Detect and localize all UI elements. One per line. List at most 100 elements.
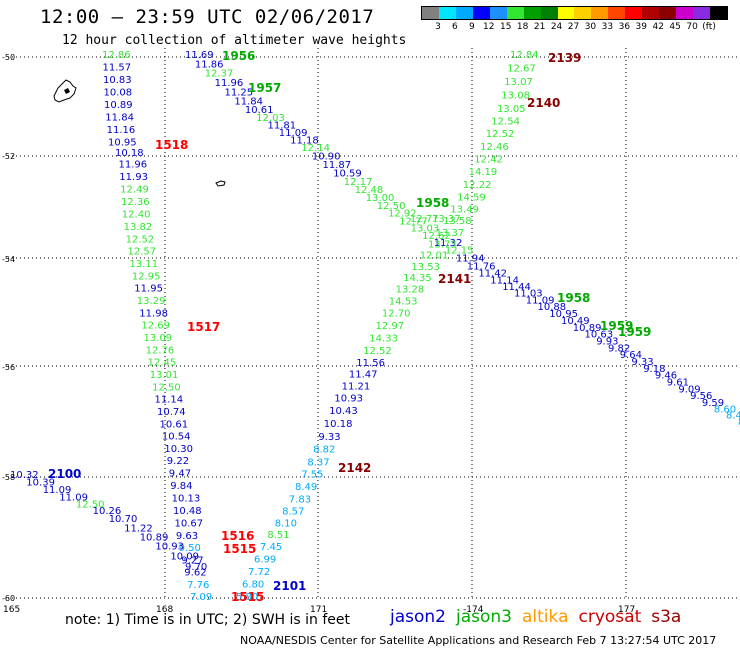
wave-height-value: 9.27	[181, 555, 203, 566]
wave-height-value: 11.56	[356, 358, 385, 369]
time-label: 1957	[248, 81, 281, 95]
wave-height-value: 12.76	[146, 345, 175, 356]
legend-label: 6	[452, 22, 458, 32]
legend-label: 3	[435, 22, 441, 32]
wave-height-value: 10.95	[549, 309, 578, 320]
wave-height-value: 14.53	[389, 297, 418, 308]
wave-height-value: 7.55	[301, 470, 323, 481]
wave-height-value: 14.59	[457, 192, 486, 203]
legend-swatch	[608, 7, 626, 19]
wave-height-value: 10.89	[573, 323, 602, 334]
legend-swatch	[676, 7, 693, 19]
time-label: 1516	[221, 529, 254, 543]
wave-height-value: 10.88	[538, 302, 567, 313]
legend-swatch	[659, 7, 677, 19]
wave-height-value: 11.14	[155, 395, 184, 406]
legend-label: 70	[686, 22, 698, 32]
wave-height-value: 8.82	[313, 445, 335, 456]
wave-height-value: 13.05	[497, 104, 526, 115]
wave-height-value: 8.47	[726, 411, 740, 422]
wave-height-value: 10.39	[26, 478, 55, 489]
wave-height-value: 11.86	[195, 59, 224, 70]
island-left-b	[64, 88, 70, 94]
wave-height-value: 11.94	[456, 254, 485, 265]
wave-height-value: 11.22	[124, 524, 153, 535]
legend-swatches	[421, 6, 728, 20]
legend-label: 39	[635, 22, 647, 32]
track-jason2-west: 12.8611.5710.8310.0810.8911.8411.1610.95…	[102, 50, 212, 603]
wave-height-value: 12.49	[120, 184, 149, 195]
wave-height-value: 12.97	[376, 321, 405, 332]
wave-height-value: 10.61	[245, 105, 274, 116]
track-jason3-ascending: 12.8412.6713.0713.0813.0512.5412.5212.46…	[236, 50, 539, 603]
wave-height-value: 8.51	[267, 530, 289, 541]
wave-height-value: 12.69	[141, 321, 170, 332]
wave-height-value: 9.33	[318, 432, 340, 443]
wave-height-value: 13.53	[411, 262, 440, 273]
time-label: 1958	[416, 196, 449, 210]
legend-swatch	[557, 7, 575, 19]
wave-height-value: 12.70	[382, 309, 411, 320]
lon-tick-label: 168	[156, 605, 173, 615]
wave-height-value: 13.49	[450, 205, 479, 216]
wave-height-value: 5.80	[236, 592, 258, 603]
wave-height-value: 10.54	[162, 432, 191, 443]
wave-height-value: 13.07	[504, 77, 533, 88]
wave-height-value: 13.08	[501, 91, 530, 102]
wave-height-value: 13.00	[366, 193, 395, 204]
legend-label: 12	[483, 22, 495, 32]
wave-height-value: 9.84	[170, 481, 192, 492]
wave-height-value: 11.09	[59, 492, 88, 503]
legend-label: 45	[669, 22, 681, 32]
legend-label: 42	[652, 22, 664, 32]
lat-tick-label: -52	[2, 152, 15, 161]
wave-height-value: 11.16	[107, 125, 136, 136]
wave-height-value: 14.19	[469, 167, 498, 178]
wave-height-value: 13.09	[144, 333, 173, 344]
wave-height-value: 12.17	[344, 177, 373, 188]
wave-height-value: 12.15	[445, 246, 474, 257]
wave-height-value: 11.09	[279, 128, 308, 139]
wave-height-value: 7.72	[248, 567, 270, 578]
wave-height-value: 9.47	[169, 469, 191, 480]
wave-height-value: 9.82	[608, 343, 630, 354]
time-label: 1518	[155, 138, 188, 152]
wave-height-value: 9.56	[690, 391, 712, 402]
wave-height-value: 13.03	[411, 224, 440, 235]
time-label: 1958	[557, 291, 590, 305]
time-label: 1959	[618, 325, 651, 339]
wave-height-value: 12.01	[420, 251, 449, 262]
color-legend: 3 6 9 12 15 18 21 24 27 30 33 36 39 42 45 70 (ft)	[421, 6, 728, 32]
lat-tick-label: -58	[2, 473, 15, 482]
wave-height-value: 12.50	[377, 201, 406, 212]
wave-height-value: 14.35	[403, 273, 432, 284]
lon-tick-label: -174	[463, 605, 484, 615]
wave-height-value: 11.32	[434, 238, 463, 249]
wave-height-value: 11.69	[185, 50, 214, 61]
wave-height-value: 10.90	[312, 152, 341, 163]
wave-height-value: 12.67	[507, 64, 536, 75]
legend-swatch	[642, 7, 660, 19]
wave-height-value: 10.93	[334, 393, 363, 404]
legend-labels: 3 6 9 12 15 18 21 24 27 30 33 36 39 42 45 70 (ft)	[421, 22, 740, 34]
wave-height-value: 13.82	[124, 222, 153, 233]
wave-height-value: 11.09	[526, 295, 555, 306]
wave-height-value: 8	[738, 417, 740, 428]
wave-height-value: 12.42	[474, 155, 503, 166]
satellite-jason3: jason3	[456, 607, 512, 627]
legend-swatch	[625, 7, 643, 19]
lon-tick-label: 171	[310, 605, 327, 615]
time-label: 2142	[338, 461, 371, 475]
lon-tick-label: 165	[3, 605, 20, 615]
legend-swatch	[693, 7, 710, 19]
wave-height-value: 12.03	[256, 113, 285, 124]
map-grid	[8, 48, 738, 600]
wave-height-value: 10.74	[157, 407, 186, 418]
track-jason3-diagonal: 11.6911.8612.3711.9611.2511.8410.6112.03…	[185, 50, 740, 428]
legend-label: 15	[499, 22, 512, 32]
wave-height-value: 12.95	[132, 271, 161, 282]
wave-height-value: 12.84	[510, 50, 539, 61]
wave-height-value: 7.45	[260, 542, 282, 553]
